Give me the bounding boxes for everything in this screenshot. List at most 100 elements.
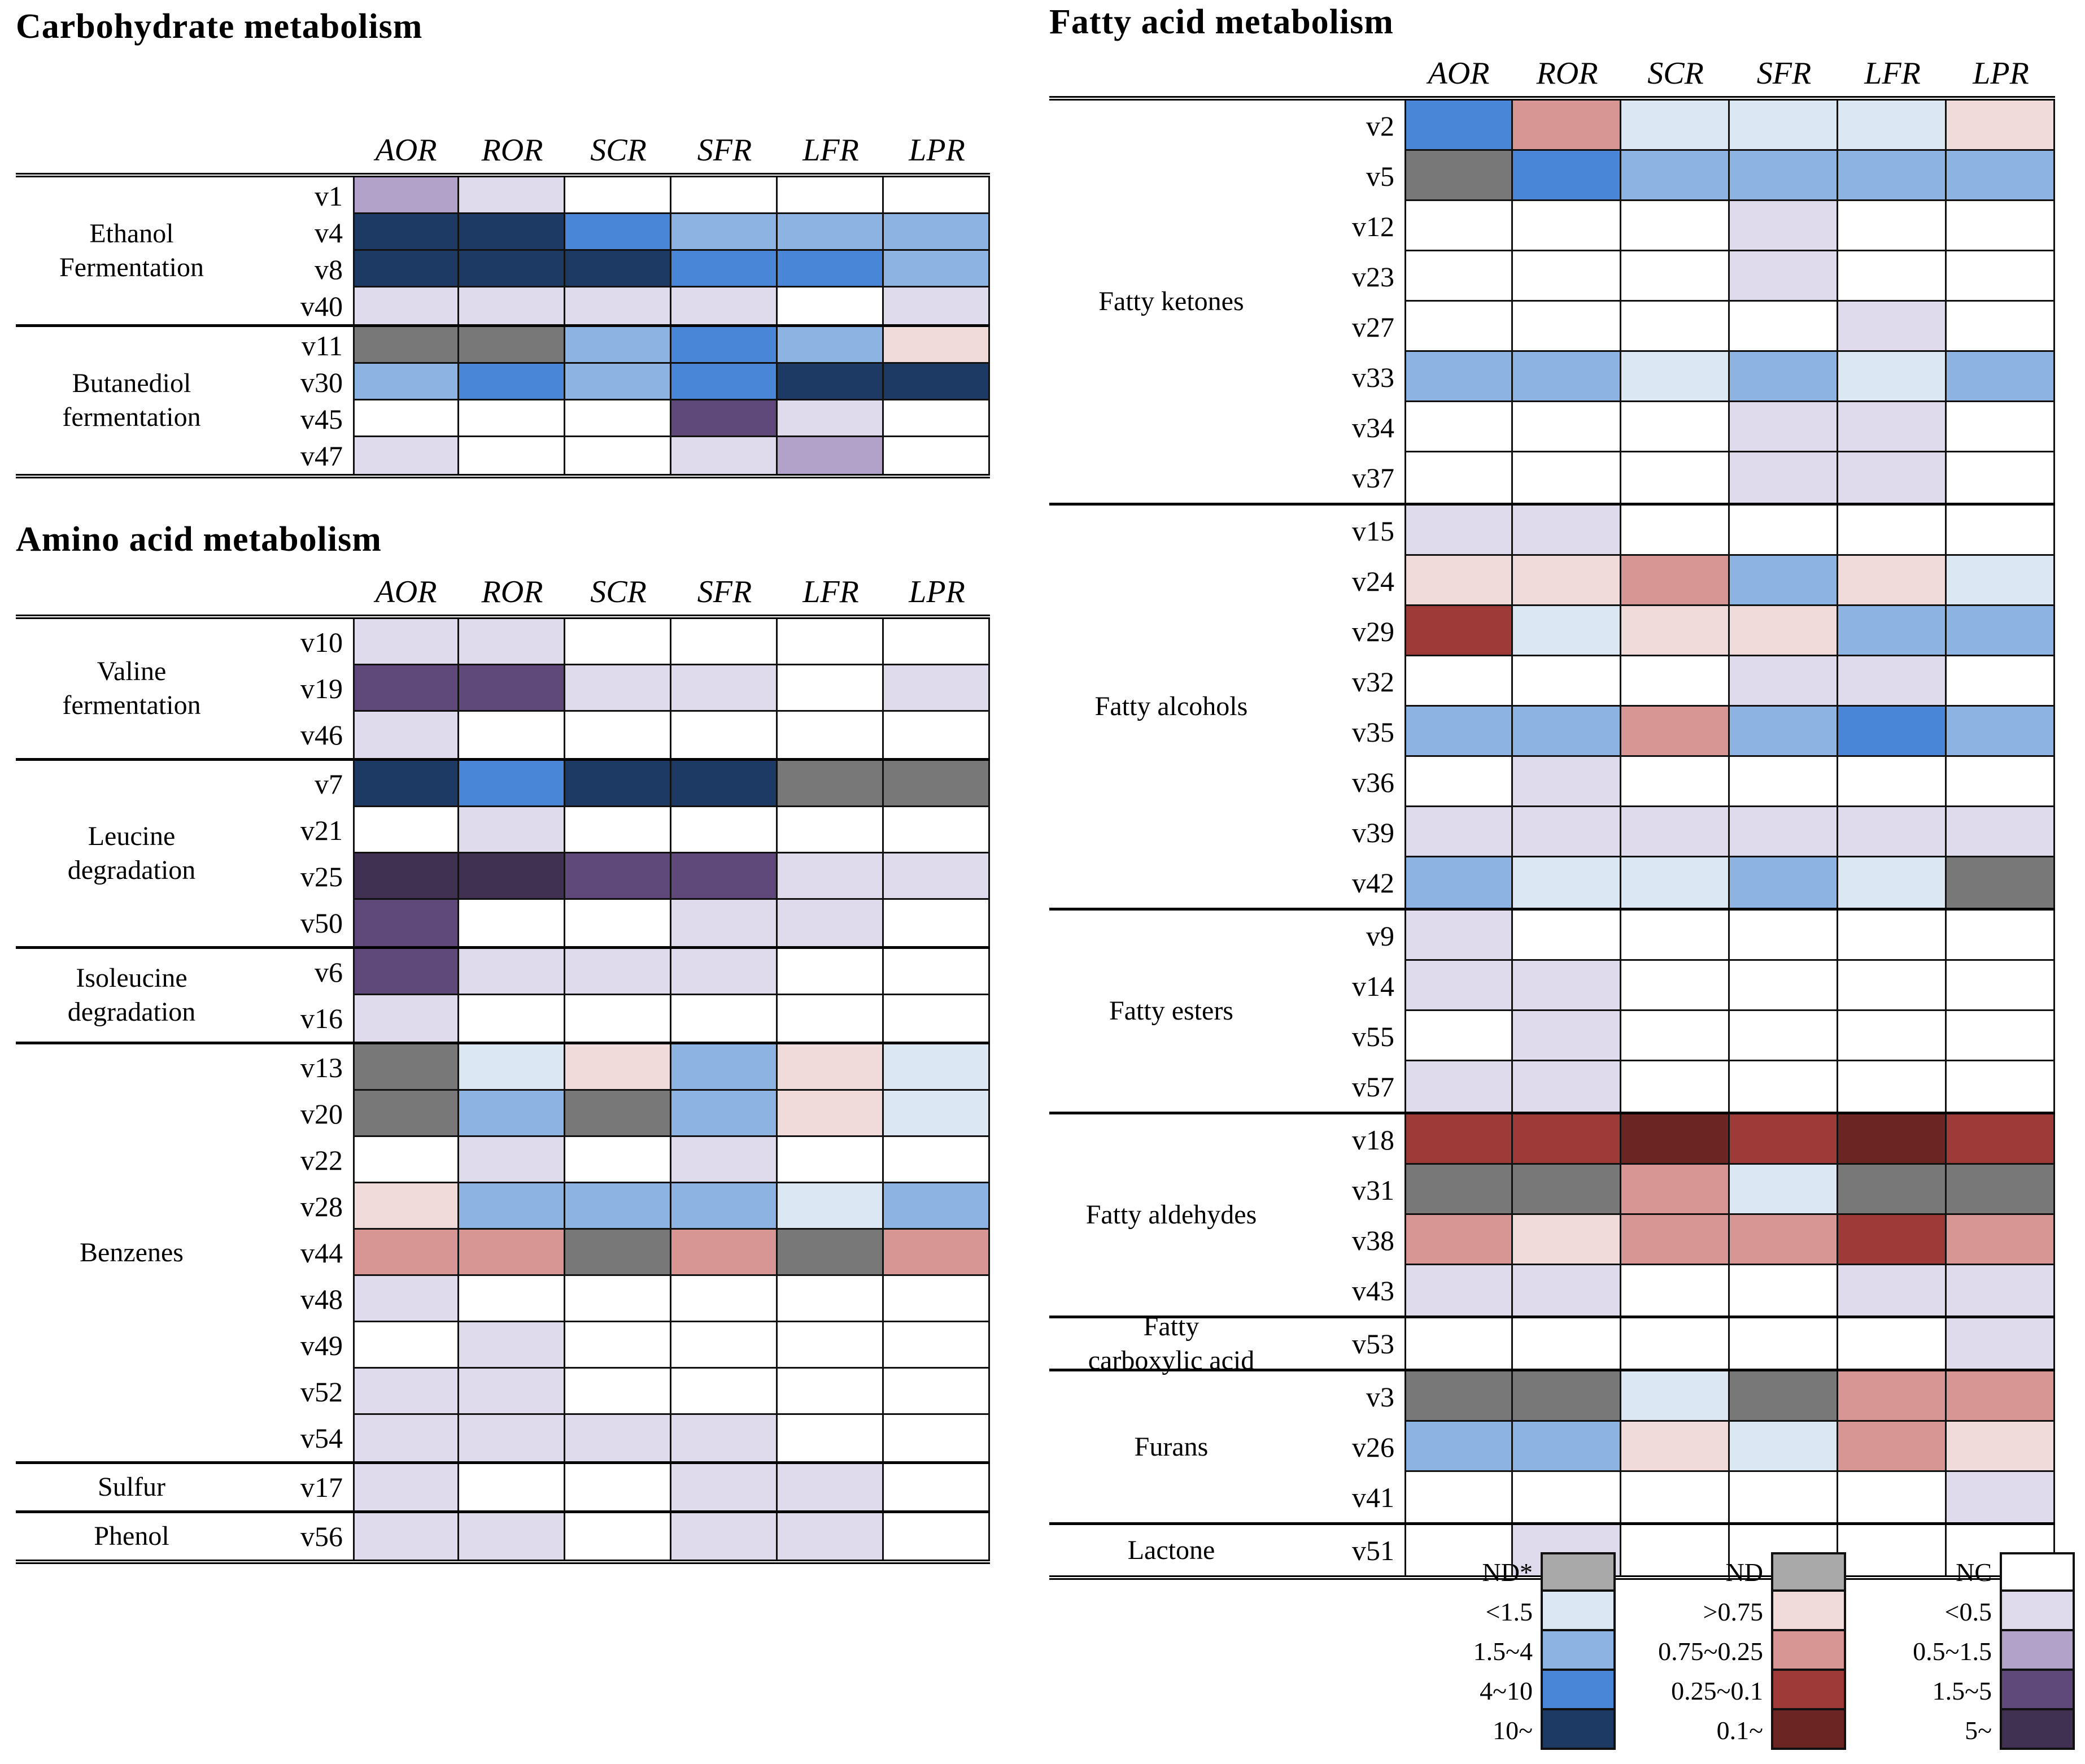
row-label-v53: v53: [1352, 1327, 1394, 1360]
heatmap-cell-v56-lpr: [884, 1513, 990, 1560]
legend-label: 0.75~0.25: [1658, 1636, 1763, 1666]
heatmap-cell-v6-lpr: [884, 949, 990, 995]
heatmap-cell-v10-aor: [353, 619, 459, 665]
group-label: Ethanol Fermentation: [16, 177, 247, 324]
heatmap-cell-v19-lfr: [778, 665, 884, 712]
heatmap-cell-v26-aor: [1404, 1422, 1513, 1472]
row-label-v55: v55: [1352, 1020, 1394, 1052]
heatmap-cell-v54-sfr: [671, 1415, 778, 1461]
heatmap-cell-v57-lfr: [1838, 1061, 1947, 1112]
column-headers-carbohydrate: AOR ROR SCR SFR LFR LPR: [16, 119, 990, 173]
legend-label: 10~: [1493, 1715, 1533, 1745]
heatmap-cell-v12-ror: [1513, 201, 1621, 251]
heatmap-cell-v49-lfr: [778, 1322, 884, 1369]
metabolite-group: Butanediol fermentation v11 v30 v45 v47: [16, 327, 990, 474]
heatmap-cell-v15-lfr: [1838, 506, 1947, 556]
heatmap-cell-v20-scr: [565, 1091, 671, 1137]
metabolite-group: Furans v3 v26 v41: [1049, 1371, 2055, 1525]
heatmap-cell-v26-lfr: [1838, 1422, 1947, 1472]
heatmap-cell-v52-scr: [565, 1369, 671, 1415]
row-label-v22: v22: [300, 1144, 343, 1176]
heatmap-cell-v46-sfr: [671, 712, 778, 758]
heatmap-cell-v18-scr: [1621, 1114, 1730, 1165]
heatmap-cell-v53-aor: [1404, 1318, 1513, 1369]
group-label-line: Phenol: [94, 1521, 169, 1551]
heatmap-cell-v25-lfr: [778, 853, 884, 900]
heatmap-cell-v57-ror: [1513, 1061, 1621, 1112]
heatmap-cell-v12-sfr: [1730, 201, 1838, 251]
heatmap-cell-v38-ror: [1513, 1215, 1621, 1265]
heatmap-cell-v34-lfr: [1838, 402, 1947, 452]
row-label-v12: v12: [1352, 210, 1394, 242]
legend-label: >0.75: [1703, 1597, 1763, 1626]
heatmap-cell-v5-lfr: [1838, 151, 1947, 201]
heatmap-cell-v32-aor: [1404, 656, 1513, 707]
heatmap-cell-v6-aor: [353, 949, 459, 995]
heatmap-cell-v36-sfr: [1730, 757, 1838, 807]
heatmap-cell-v49-lpr: [884, 1322, 990, 1369]
row-label-v36: v36: [1352, 766, 1394, 798]
row-label-v25: v25: [300, 861, 343, 892]
heatmap-cell-v13-lpr: [884, 1044, 990, 1091]
heatmap-cell-v17-ror: [459, 1464, 565, 1510]
heatmap-cell-v51-scr: [1621, 1525, 1730, 1575]
row-label-v28: v28: [300, 1191, 343, 1222]
row-label-v15: v15: [1352, 515, 1394, 547]
heatmap-cell-v47-sfr: [671, 437, 778, 474]
group-label: Benzenes: [16, 1044, 247, 1461]
heatmap-cell-v6-scr: [565, 949, 671, 995]
metabolite-group: Fatty aldehydes v18 v31 v38 v43: [1049, 1114, 2055, 1318]
heatmap-cell-v16-lfr: [778, 995, 884, 1042]
row-label-v45: v45: [300, 403, 343, 435]
heatmap-cell-v15-scr: [1621, 506, 1730, 556]
legend-swatch: [1771, 1708, 1846, 1750]
heatmap-cell-v1-lpr: [884, 177, 990, 214]
group-label-line: Leucine: [88, 821, 176, 851]
metabolite-group: Sulfur v17: [16, 1464, 990, 1513]
group-label-line: Sulfur: [98, 1472, 165, 1502]
heatmap-cell-v34-ror: [1513, 402, 1621, 452]
heatmap-cell-v27-scr: [1621, 302, 1730, 352]
legend-swatch: [2000, 1708, 2075, 1750]
heatmap-cell-v23-ror: [1513, 251, 1621, 302]
heatmap-cell-v2-lfr: [1838, 101, 1947, 151]
group-label: Fatty alcohols: [1049, 506, 1293, 908]
heatmap-cell-v54-ror: [459, 1415, 565, 1461]
row-label-v19: v19: [300, 673, 343, 704]
heatmap-cell-v31-ror: [1513, 1165, 1621, 1215]
heatmap-cell-v54-lpr: [884, 1415, 990, 1461]
heatmap-cell-v25-sfr: [671, 853, 778, 900]
heatmap-cell-v15-ror: [1513, 506, 1621, 556]
group-label-line: Isoleucine: [76, 963, 187, 993]
heatmap-cell-v29-scr: [1621, 606, 1730, 656]
column-header-aor: AOR: [1428, 56, 1490, 91]
column-header-ror: ROR: [481, 133, 543, 168]
panel-title-fatty-acid: Fatty acid metabolism: [1049, 3, 1394, 41]
heatmap-cell-v42-lfr: [1838, 857, 1947, 908]
heatmap-cell-v49-ror: [459, 1322, 565, 1369]
heatmap-cell-v33-scr: [1621, 352, 1730, 402]
column-header-aor: AOR: [375, 133, 437, 168]
header-spacer: [16, 119, 247, 173]
metabolite-group: Leucine degradation v7 v21 v25 v50: [16, 761, 990, 949]
row-label-v52: v52: [300, 1376, 343, 1408]
heatmap-cell-v7-lpr: [884, 761, 990, 807]
heatmap-cell-v35-lpr: [1947, 707, 2055, 757]
group-label-line: carboxylic acid: [1088, 1345, 1255, 1375]
row-label-v18: v18: [1352, 1123, 1394, 1156]
heatmap-cell-v55-sfr: [1730, 1011, 1838, 1061]
metabolite-group: Ethanol Fermentation v1 v4 v8 v40: [16, 177, 990, 327]
heatmap-cell-v18-aor: [1404, 1114, 1513, 1165]
heatmap-cell-v36-scr: [1621, 757, 1730, 807]
heatmap-cell-v36-lpr: [1947, 757, 2055, 807]
heatmap-cell-v9-sfr: [1730, 911, 1838, 961]
heatmap-cell-v1-lfr: [778, 177, 884, 214]
legend-swatch: [2000, 1669, 2075, 1710]
heatmap-cell-v48-lfr: [778, 1276, 884, 1322]
row-label-v6: v6: [315, 956, 343, 988]
group-label: Valine fermentation: [16, 619, 247, 758]
row-label-v42: v42: [1352, 866, 1394, 899]
heatmap-cell-v30-sfr: [671, 364, 778, 400]
heatmap-cell-v26-sfr: [1730, 1422, 1838, 1472]
heatmap-cell-v16-sfr: [671, 995, 778, 1042]
